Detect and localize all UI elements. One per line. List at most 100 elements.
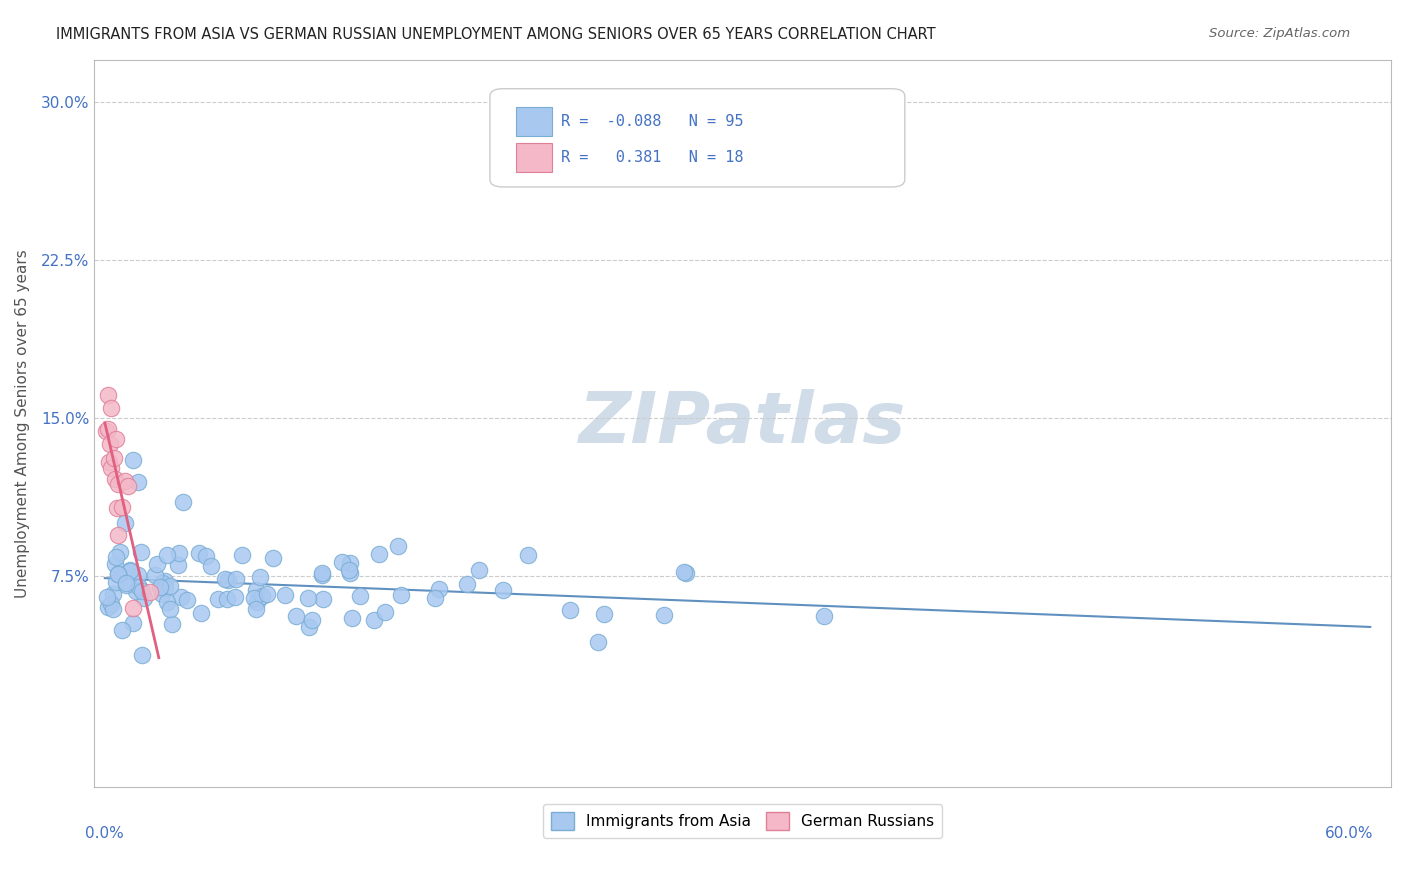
Text: R =  -0.088   N = 95: R = -0.088 N = 95 [561,114,744,129]
Point [285,608,308,623]
Point [246,595,269,609]
Point [114,474,136,488]
Point [104,549,127,564]
Point [101,602,124,616]
Point [150,576,173,591]
Point [423,591,446,605]
Text: R =   0.381   N = 18: R = 0.381 N = 18 [561,151,744,165]
Bar [516,144,553,172]
Point [301,613,323,627]
Point [675,566,697,580]
Point [118,564,141,578]
Point [160,617,183,632]
Point [153,581,176,595]
Point [298,619,321,633]
Point [215,591,238,606]
Point [153,574,176,588]
Point [118,563,141,577]
Point [100,461,122,475]
Point [97,454,120,468]
Point [111,623,134,637]
Point [349,590,371,604]
Point [492,583,515,598]
Point [105,574,128,589]
Point [245,582,267,597]
Point [200,559,222,574]
Point [167,558,190,573]
Point [97,388,120,402]
Point [456,577,478,591]
Point [148,580,170,594]
Point [156,548,179,562]
Point [143,568,166,582]
Point [129,545,152,559]
Point [107,528,129,542]
Point [256,586,278,600]
Point [115,575,138,590]
Point [100,597,122,611]
Point [190,606,212,620]
Point [107,476,129,491]
Point [297,591,319,605]
Text: IMMIGRANTS FROM ASIA VS GERMAN RUSSIAN UNEMPLOYMENT AMONG SENIORS OVER 65 YEARS : IMMIGRANTS FROM ASIA VS GERMAN RUSSIAN U… [56,27,936,42]
Y-axis label: Unemployment Among Seniors over 65 years: Unemployment Among Seniors over 65 years [15,249,30,598]
Point [127,567,149,582]
Point [652,608,675,623]
Point [159,602,181,616]
Point [146,557,169,571]
Text: 0.0%: 0.0% [86,826,124,841]
Text: ZIPatlas: ZIPatlas [579,389,907,458]
Point [311,566,333,581]
Point [245,601,267,615]
Point [122,616,145,631]
Point [368,547,391,561]
Bar [516,107,553,136]
Point [131,648,153,662]
Point [111,500,134,514]
Point [330,555,353,569]
Point [104,558,127,572]
Point [250,589,273,603]
Point [516,549,538,563]
Point [107,566,129,581]
Point [339,556,361,570]
Point [110,544,132,558]
Legend: Immigrants from Asia, German Russians: Immigrants from Asia, German Russians [543,804,942,838]
Point [389,588,412,602]
Point [813,609,835,624]
Text: Source: ZipAtlas.com: Source: ZipAtlas.com [1209,27,1350,40]
Point [115,577,138,591]
Point [225,573,247,587]
Point [98,436,121,450]
Point [262,550,284,565]
Point [194,549,217,563]
Point [107,566,129,581]
Point [217,573,239,587]
Point [96,590,118,604]
Point [125,584,148,599]
Point [101,587,124,601]
Point [207,591,229,606]
Point [187,546,209,560]
Point [139,584,162,599]
Point [114,516,136,530]
FancyBboxPatch shape [489,88,905,187]
Point [104,433,127,447]
Point [311,567,333,582]
Point [131,584,153,599]
Point [274,588,297,602]
Point [156,595,179,609]
Point [176,593,198,607]
Point [342,611,364,625]
Point [243,591,266,606]
Point [169,590,191,604]
Point [312,591,335,606]
Point [363,613,385,627]
Point [150,587,173,601]
Point [117,479,139,493]
Point [104,472,127,486]
Point [167,546,190,560]
Point [97,422,120,436]
Point [103,450,125,465]
Point [467,564,489,578]
